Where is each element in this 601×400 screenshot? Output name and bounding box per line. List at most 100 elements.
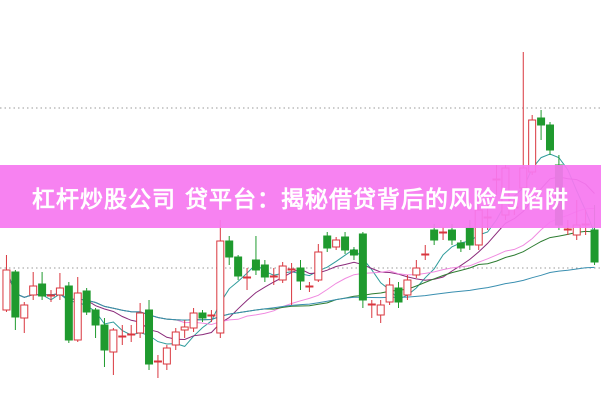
candle xyxy=(153,355,162,378)
candle xyxy=(162,345,171,370)
candle xyxy=(367,300,376,318)
candle-body xyxy=(439,231,448,234)
candle-body xyxy=(563,228,572,231)
candle xyxy=(109,328,118,375)
candle xyxy=(537,110,546,140)
candle xyxy=(100,318,109,367)
candle-body xyxy=(180,326,189,331)
candle xyxy=(332,237,341,250)
candle-body xyxy=(29,285,38,296)
candle xyxy=(394,282,403,308)
candle-body xyxy=(287,268,296,271)
candle-body xyxy=(305,285,314,288)
candle xyxy=(260,260,269,282)
candle-body xyxy=(537,117,546,126)
candle-body xyxy=(590,229,599,263)
candle-body xyxy=(234,256,243,277)
ma60-line xyxy=(6,266,595,321)
candle-body xyxy=(394,287,403,303)
candle-body xyxy=(47,294,56,297)
candle-body xyxy=(296,267,305,282)
candle xyxy=(385,278,394,305)
candle-body xyxy=(314,251,323,281)
candle xyxy=(412,260,421,278)
candle-body xyxy=(349,249,358,256)
candle xyxy=(145,300,154,370)
candle xyxy=(198,310,207,322)
candle-body xyxy=(55,287,64,296)
candle xyxy=(358,232,367,308)
candle-body xyxy=(447,229,456,241)
candle-body xyxy=(421,253,430,256)
candle xyxy=(216,220,225,338)
candle xyxy=(127,325,136,342)
candle-body xyxy=(323,235,332,249)
candle xyxy=(305,282,314,292)
candle-body xyxy=(216,240,225,334)
candle xyxy=(234,255,243,280)
candle xyxy=(55,273,64,300)
candle xyxy=(439,227,448,240)
candle xyxy=(171,328,180,350)
candle xyxy=(287,263,296,305)
candle-body xyxy=(403,279,412,296)
candle-body xyxy=(171,331,180,346)
candle xyxy=(189,308,198,332)
candle xyxy=(91,308,100,338)
candle xyxy=(296,260,305,290)
candle xyxy=(2,255,11,312)
candle-body xyxy=(189,312,198,329)
candle xyxy=(82,288,91,315)
candle-body xyxy=(430,229,439,241)
candle-body xyxy=(2,269,11,311)
candle xyxy=(73,277,82,342)
candle-body xyxy=(153,360,162,363)
candle-body xyxy=(278,265,287,281)
candle xyxy=(47,290,56,302)
candle-body xyxy=(145,309,154,365)
page-title: 杠杆炒股公司 贷平台：揭秘借贷背后的风险与陷阱 xyxy=(31,186,569,213)
candle-body xyxy=(269,275,278,278)
candle xyxy=(20,302,29,333)
candle xyxy=(421,245,430,260)
candle-body xyxy=(225,240,234,258)
candle xyxy=(11,270,20,330)
candle-body xyxy=(385,284,394,303)
candle xyxy=(251,236,260,275)
candle-body xyxy=(64,285,73,341)
candle-body xyxy=(207,314,216,317)
candle xyxy=(269,268,278,285)
candle xyxy=(243,268,252,290)
candle xyxy=(323,232,332,252)
candle-body xyxy=(91,309,100,326)
candle xyxy=(314,244,323,282)
candle xyxy=(403,275,412,300)
candle-body xyxy=(109,329,118,353)
candle xyxy=(29,272,38,300)
candle xyxy=(349,247,358,260)
candle-body xyxy=(456,242,465,249)
candle xyxy=(225,236,234,265)
candle-body xyxy=(376,304,385,316)
candle-body xyxy=(332,239,341,248)
candle xyxy=(136,303,145,338)
candle xyxy=(376,300,385,323)
candle xyxy=(456,240,465,252)
candle-body xyxy=(243,276,252,279)
candle-body xyxy=(118,335,127,338)
candle xyxy=(341,232,350,254)
candle-body xyxy=(127,333,136,336)
candle-body xyxy=(136,312,145,334)
candle-body xyxy=(251,259,260,271)
candle-body xyxy=(341,236,350,251)
candle-body xyxy=(465,227,474,246)
candle-body xyxy=(545,124,554,151)
candle xyxy=(207,310,216,322)
candle-body xyxy=(260,264,269,278)
candle-body xyxy=(358,233,367,301)
candle-body xyxy=(367,303,376,306)
candle xyxy=(545,122,554,155)
candle xyxy=(38,272,47,300)
candle-body xyxy=(82,290,91,313)
